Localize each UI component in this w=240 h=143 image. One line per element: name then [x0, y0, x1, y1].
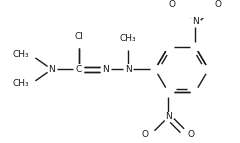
Text: N: N	[102, 65, 109, 74]
Text: N: N	[192, 17, 198, 26]
Text: N: N	[48, 65, 55, 74]
Text: CH₃: CH₃	[12, 79, 29, 88]
Text: C: C	[76, 65, 82, 74]
Text: O: O	[169, 0, 176, 9]
Text: O: O	[142, 130, 149, 139]
Text: Cl: Cl	[74, 31, 83, 40]
Text: N: N	[125, 65, 132, 74]
Text: N: N	[165, 112, 172, 121]
Text: O: O	[215, 0, 222, 9]
Text: CH₃: CH₃	[120, 34, 137, 43]
Text: O: O	[188, 130, 195, 139]
Text: CH₃: CH₃	[12, 50, 29, 59]
